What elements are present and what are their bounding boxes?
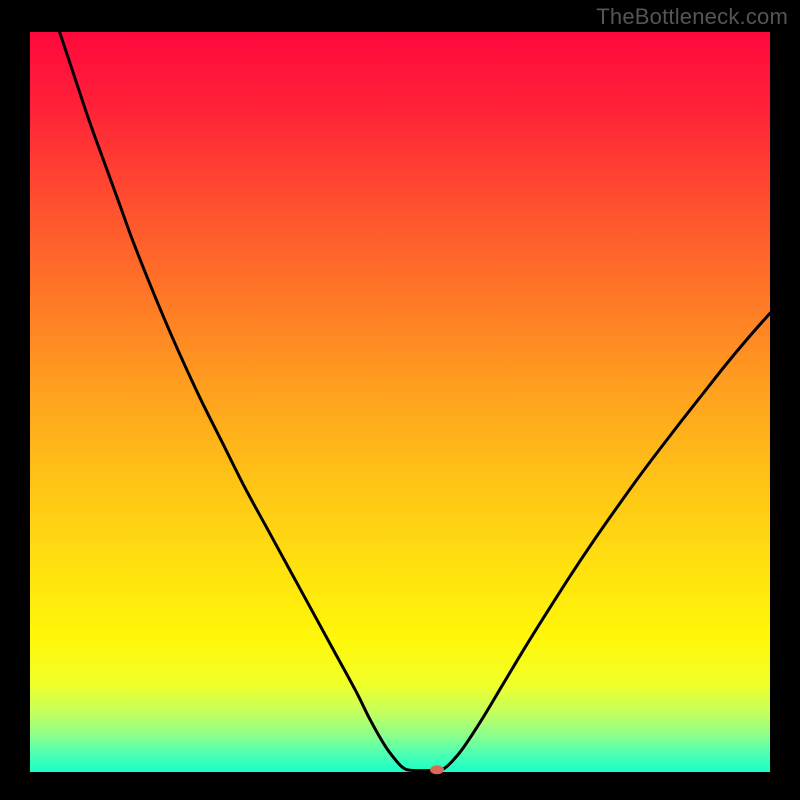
chart-container: TheBottleneck.com: [0, 0, 800, 800]
plot-background: [30, 32, 770, 772]
bottleneck-curve-chart: [0, 0, 800, 800]
optimal-point-marker: [430, 765, 444, 774]
